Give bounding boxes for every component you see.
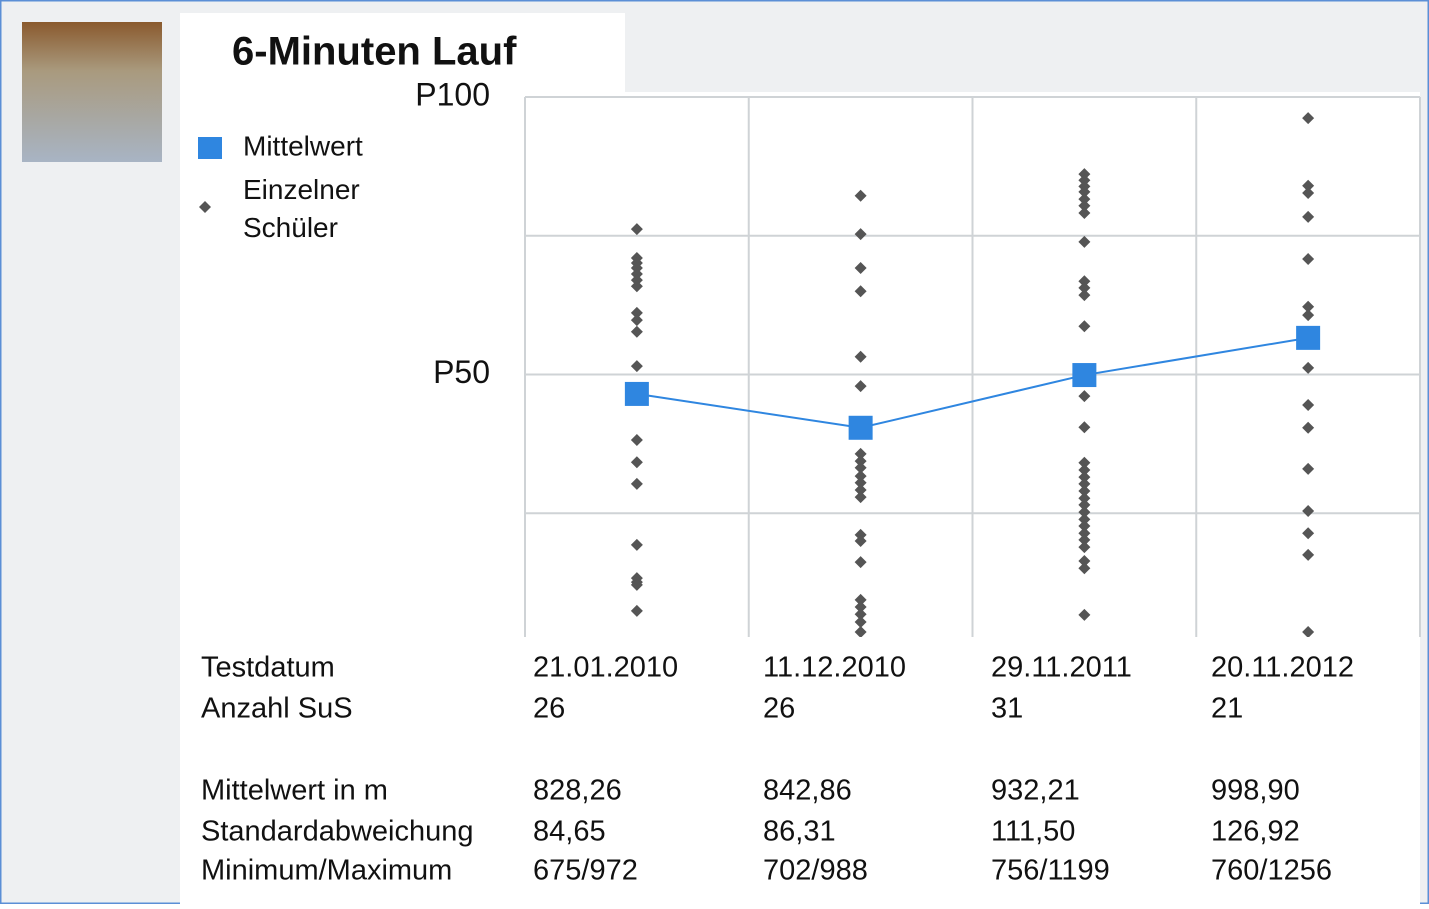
mean-marker: [1072, 363, 1096, 387]
table-cell: 998,90: [1211, 775, 1300, 807]
table-cell: 702/988: [763, 855, 868, 887]
table-cell: 31: [991, 693, 1023, 725]
legend-line: Schüler: [243, 212, 338, 243]
row-label: Testdatum: [201, 652, 335, 684]
table-cell: 86,31: [763, 816, 836, 848]
table-cell: 756/1199: [991, 855, 1110, 887]
chart-title: 6-Minuten Lauf: [232, 30, 517, 74]
x-tick-label: 20.11.2012: [1211, 652, 1354, 684]
table-cell: 126,92: [1211, 816, 1300, 848]
thumbnail: [22, 22, 162, 162]
table-cell: 932,21: [991, 775, 1080, 807]
x-tick-label: 11.12.2010: [763, 652, 906, 684]
table: Testdatum Anzahl SuS Mittelwert in m Standa…: [180, 637, 1420, 904]
table-cell: 84,65: [533, 816, 606, 848]
row-label: Anzahl SuS: [201, 693, 353, 725]
table-cell: 21: [1211, 693, 1243, 725]
y-tick-label: P50: [433, 354, 490, 390]
slide: 6-Minuten Lauf Mittelwert Einzelner Schüle…: [0, 0, 1429, 904]
table-cell: 760/1256: [1211, 855, 1332, 887]
y-tick-label: P100: [415, 76, 490, 112]
table-cell: 828,26: [533, 775, 622, 807]
mean-marker: [1296, 326, 1320, 350]
page: {"chart_data": { "type": "line", "title"…: [0, 0, 1429, 909]
mean-marker: [849, 416, 873, 440]
legend-label: Mittelwert: [243, 130, 363, 161]
row-label: Minimum/Maximum: [201, 855, 452, 887]
table-cell: 26: [533, 693, 565, 725]
mean-marker: [625, 382, 649, 406]
row-label: Mittelwert in m: [201, 775, 388, 807]
x-tick-label: 21.01.2010: [533, 652, 678, 684]
legend-marker: [198, 137, 222, 159]
x-tick-label: 29.11.2011: [991, 652, 1132, 684]
legend-line: Einzelner: [243, 174, 360, 205]
row-label: Standardabweichung: [201, 816, 473, 848]
table-cell: 26: [763, 693, 795, 725]
table-cell: 842,86: [763, 775, 852, 807]
table-cell: 675/972: [533, 855, 638, 887]
table-cell: 111,50: [991, 816, 1075, 848]
row-label-clip: [512, 815, 528, 851]
